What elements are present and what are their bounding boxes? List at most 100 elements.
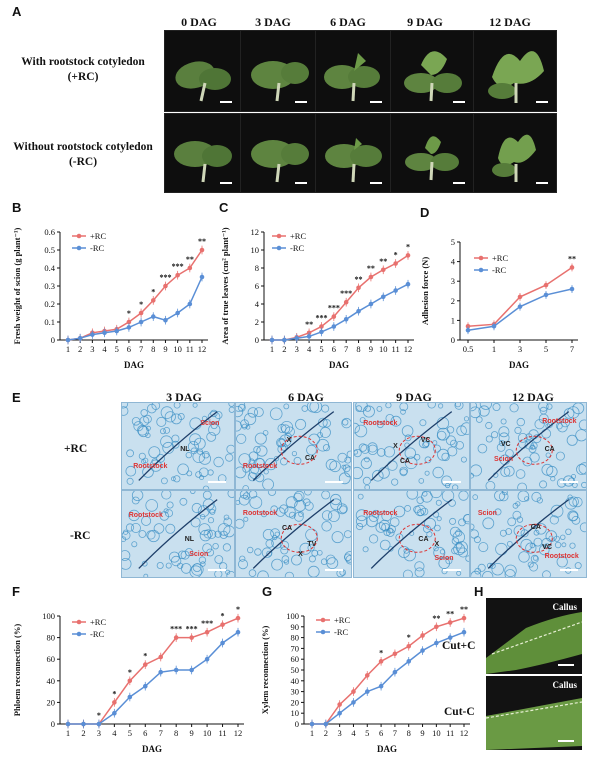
x-tick-label: 8 [356,344,360,354]
y-axis-label: Adhesion force (N) [420,257,430,325]
scale-bar [453,101,465,103]
y-tick-label: 100 [42,611,55,621]
histology-annotation: Rootstock [242,463,278,471]
y-tick-label: 3 [451,276,455,286]
x-tick-label: 2 [78,344,82,354]
panel-label-a: A [12,4,22,19]
series-line-minus-rc [312,631,465,725]
scale-bar [560,569,578,571]
significance-mark: * [112,689,116,698]
scale-bar [325,569,343,571]
histology-annotation: VC [420,437,431,445]
histology-annotation: X [393,442,398,450]
histology-annotation: TV [307,540,317,548]
x-tick-label: 1 [310,728,314,738]
seedling-photo-plus-6 [315,30,391,112]
panel-e-col-0: 3 DAG [166,390,202,404]
histology-annotation: X [434,540,440,548]
scale-bar [560,481,578,483]
series-line-plus-rc [312,617,465,725]
significance-mark: ** [305,320,313,329]
seedling-photo-plus-12 [473,30,557,112]
y-tick-label: 80 [47,633,56,643]
x-tick-label: 6 [143,728,147,738]
histology-annotation: NL [180,446,190,453]
x-tick-label: 5 [319,344,323,354]
histology-annotation: CA [544,446,555,453]
seedling-photo-minus-3 [240,113,316,193]
scale-bar [220,101,232,103]
scale-bar [208,481,226,483]
significance-mark: ** [198,237,206,246]
panel-h-row-0: Cut+C [442,640,476,652]
histology-annotation: X [298,551,303,559]
legend-marker [276,245,282,251]
seedling-photo-minus-0 [164,113,241,193]
x-tick-label: 12 [198,344,207,354]
x-axis-label: DAG [329,360,349,370]
x-tick-label: 9 [163,344,167,354]
significance-mark: ** [460,606,468,614]
y-tick-label: 4 [451,257,456,267]
histology-section-minus-3: Scion CA VC Rootstock [470,490,587,578]
significance-mark: ** [379,257,387,266]
x-tick-label: 0.5 [463,344,474,354]
scale-bar [208,569,226,571]
legend-marker [276,233,282,239]
histology-section-plus-1: X CA Rootstock [235,402,352,490]
y-tick-label: 0 [255,335,259,345]
y-tick-label: 5 [451,237,455,247]
panel-e-col-2: 9 DAG [396,390,432,404]
callus-photo-cut-plus: Callus [486,598,582,674]
y-tick-label: 0.5 [44,245,55,255]
y-tick-label: 0 [295,719,299,729]
histology-annotation: CA [282,525,293,533]
y-tick-label: 50 [291,665,300,675]
x-tick-label: 7 [393,728,397,738]
callus-tag-0: Callus [552,602,577,612]
x-tick-label: 9 [420,728,424,738]
scale-bar [295,101,307,103]
y-tick-label: 10 [291,708,300,718]
histology-annotation: Scion [200,420,220,428]
x-tick-label: 4 [307,344,312,354]
scale-bar [453,182,465,184]
significance-mark: * [406,242,410,251]
x-axis-label: DAG [509,360,529,370]
significance-mark: *** [328,304,340,313]
y-tick-label: 90 [291,622,300,632]
x-tick-label: 11 [218,728,226,738]
scale-bar [443,569,461,571]
histology-annotation: Scion [477,509,497,517]
histology-annotation: Rootstock [242,509,278,517]
x-tick-label: 1 [66,344,70,354]
legend-label: -RC [492,265,507,275]
legend-label: +RC [290,231,306,241]
panel-a-col-1: 3 DAG [255,15,291,29]
panel-a-col-3: 9 DAG [407,15,443,29]
y-tick-label: 60 [47,654,56,664]
panel-e-row-plus: +RC [64,443,88,455]
x-tick-label: 1 [492,344,496,354]
y-tick-label: 20 [47,697,56,707]
y-tick-label: 0.4 [44,263,55,273]
significance-mark: * [128,668,132,677]
seedling-photo-plus-3 [240,30,316,112]
x-tick-label: 10 [432,728,441,738]
significance-mark: * [139,300,143,309]
histology-annotation: Scion [494,456,514,464]
legend-label: +RC [90,231,106,241]
y-axis-label: Area of true leaves (cm² plant⁻¹) [220,227,230,344]
x-tick-label: 4 [351,728,356,738]
y-tick-label: 80 [291,633,300,643]
chart-f: 0 20 40 60 80 100 1 2 3 4 5 6 7 8 9 10 11 12 DAG Phloem rec… [8,605,253,761]
y-tick-label: 0.3 [44,281,55,291]
panel-a-col-2: 6 DAG [330,15,366,29]
x-tick-label: 5 [365,728,369,738]
chart-d: 0 1 2 3 4 5 0.5 1 3 5 7 DAG Adhesion force (N) ** +RC -… [418,222,588,382]
legend-marker [478,267,484,273]
x-tick-label: 4 [102,344,107,354]
chart-b-svg: 00.10.20.30.40.50.61 2 3 4 5 6 7 8 9 10 11 12DAGFre… [12,227,208,370]
x-tick-label: 6 [332,344,336,354]
callus-tag-1: Callus [552,680,577,690]
